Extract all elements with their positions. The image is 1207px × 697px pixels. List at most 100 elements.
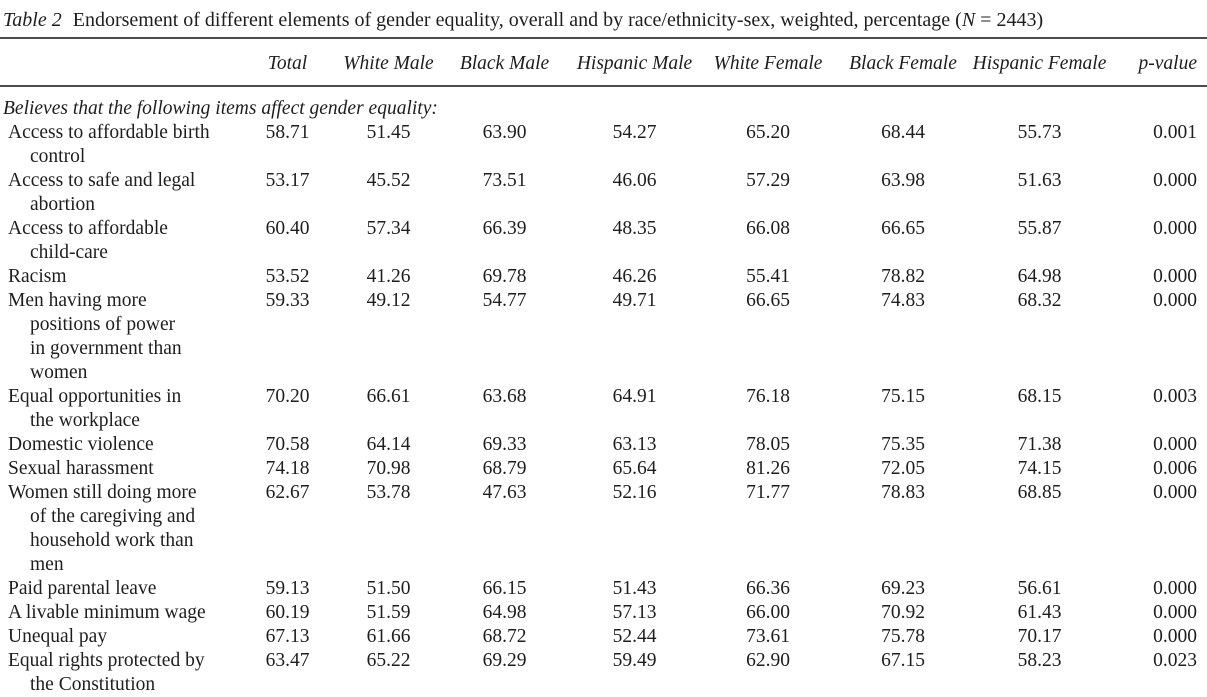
value-cell: 57.13 [612, 602, 657, 623]
value-cell: 64.98 [1017, 266, 1062, 287]
value-cell: 57.34 [366, 218, 411, 239]
table-row: Women still doing more of the caregiving … [0, 481, 1207, 577]
caption-rule [0, 37, 1207, 39]
p-value-cell: 0.000 [1153, 218, 1197, 239]
p-value-cell: 0.000 [1153, 626, 1197, 647]
caption-n-value: = 2443) [975, 9, 1044, 31]
caption-n-symbol: N [961, 9, 976, 31]
row-label-line: Men having more [8, 290, 147, 311]
table-row: Unequal pay 67.13 61.66 68.72 52.44 73.61 75.7… [0, 625, 1207, 649]
value-cell: 76.18 [746, 386, 790, 407]
table-caption: Table 2 Endorsement of different elements… [0, 0, 1207, 31]
table-row: Access to safe and legal abortion 53.17 45.… [0, 169, 1207, 217]
p-value-cell: 0.000 [1153, 290, 1197, 311]
caption-text: Endorsement of different elements of gen… [72, 9, 951, 31]
table-row: Access to affordable birth control 58.71 51… [0, 121, 1207, 169]
value-cell: 68.79 [482, 458, 527, 479]
row-label: Paid parental leave [0, 577, 240, 601]
value-cell: 69.33 [482, 434, 527, 455]
value-cell: 74.83 [881, 290, 925, 311]
value-cell: 63.13 [612, 434, 657, 455]
value-cell: 75.78 [881, 626, 925, 647]
value-cell: 66.65 [881, 218, 925, 239]
value-cell: 66.65 [746, 290, 790, 311]
row-label: Men having more positions of power in gove… [0, 289, 240, 385]
row-label: Access to safe and legal abortion [0, 169, 240, 217]
value-cell: 74.15 [1017, 458, 1062, 479]
value-cell: 41.26 [366, 266, 411, 287]
value-cell: 57.29 [746, 170, 790, 191]
table-row: Equal opportunities in the workplace 70.20… [0, 385, 1207, 433]
value-cell: 63.90 [482, 122, 527, 143]
value-cell: 54.77 [482, 290, 527, 311]
value-cell: 68.85 [1017, 482, 1062, 503]
table-row: Access to affordable child-care 60.40 57.34… [0, 217, 1207, 265]
value-cell: 65.64 [612, 458, 657, 479]
value-cell: 51.59 [366, 602, 411, 623]
table-row: Domestic violence 70.58 64.14 69.33 63.13 78.… [0, 433, 1207, 457]
value-cell: 65.22 [366, 650, 411, 671]
value-cell: 78.82 [881, 266, 925, 287]
value-cell: 51.50 [366, 578, 411, 599]
value-cell: 52.44 [612, 626, 657, 647]
value-cell: 70.17 [1017, 626, 1062, 647]
value-cell: 53.17 [265, 170, 310, 191]
value-cell: 55.73 [1017, 122, 1062, 143]
value-cell: 64.14 [366, 434, 411, 455]
row-label: Sexual harassment [0, 457, 240, 481]
table-row: Sexual harassment 74.18 70.98 68.79 65.64 81.… [0, 457, 1207, 481]
value-cell: 71.38 [1017, 434, 1062, 455]
value-cell: 49.12 [366, 290, 411, 311]
value-cell: 47.63 [482, 482, 527, 503]
value-cell: 64.98 [482, 602, 527, 623]
value-cell: 55.87 [1017, 218, 1062, 239]
table-body: Believes that the following items affect… [0, 86, 1207, 697]
row-label: Equal rights protected by the Constitutio… [0, 649, 240, 697]
row-label-line: Racism [8, 266, 67, 287]
value-cell: 63.68 [482, 386, 527, 407]
value-cell: 63.98 [881, 170, 925, 191]
p-value-cell: 0.000 [1153, 266, 1197, 287]
value-cell: 69.78 [482, 266, 527, 287]
value-cell: 75.35 [881, 434, 925, 455]
p-value-cell: 0.001 [1153, 122, 1197, 143]
p-value-cell: 0.000 [1153, 170, 1197, 191]
row-label: Domestic violence [0, 433, 240, 457]
row-label-line: in government than [30, 338, 182, 359]
row-label-line: the workplace [30, 410, 140, 431]
value-cell: 70.92 [881, 602, 925, 623]
table-row: Men having more positions of power in gove… [0, 289, 1207, 385]
value-cell: 61.43 [1017, 602, 1062, 623]
column-header-black-female: Black Female [834, 39, 972, 87]
value-cell: 68.44 [881, 122, 925, 143]
row-label: Unequal pay [0, 625, 240, 649]
value-cell: 72.05 [881, 458, 925, 479]
row-label-line: Equal opportunities in [8, 386, 182, 407]
section-header-row: Believes that the following items affect… [0, 86, 1207, 121]
row-label-line: abortion [30, 194, 95, 215]
row-label-line: Women still doing more [8, 482, 197, 503]
value-cell: 66.39 [482, 218, 527, 239]
column-header-black-male: Black Male [442, 39, 567, 87]
value-cell: 62.67 [265, 482, 310, 503]
value-cell: 53.78 [366, 482, 411, 503]
row-label: A livable minimum wage [0, 601, 240, 625]
p-value-cell: 0.000 [1153, 434, 1197, 455]
row-label-line: women [30, 362, 88, 383]
value-cell: 59.33 [265, 290, 310, 311]
table-row: Paid parental leave 59.13 51.50 66.15 51.43 6… [0, 577, 1207, 601]
row-label: Access to affordable child-care [0, 217, 240, 265]
value-cell: 78.05 [746, 434, 790, 455]
section-header-text: Believes that the following items affect… [3, 98, 438, 119]
column-header-white-male: White Male [335, 39, 442, 87]
value-cell: 68.15 [1017, 386, 1062, 407]
value-cell: 66.61 [366, 386, 411, 407]
p-value-cell: 0.006 [1153, 458, 1197, 479]
value-cell: 78.83 [881, 482, 925, 503]
table-row: Racism 53.52 41.26 69.78 46.26 55.41 78.82 64.9… [0, 265, 1207, 289]
value-cell: 67.15 [881, 650, 925, 671]
value-cell: 61.66 [366, 626, 411, 647]
row-label-line: household work than [30, 530, 194, 551]
value-cell: 60.19 [265, 602, 310, 623]
